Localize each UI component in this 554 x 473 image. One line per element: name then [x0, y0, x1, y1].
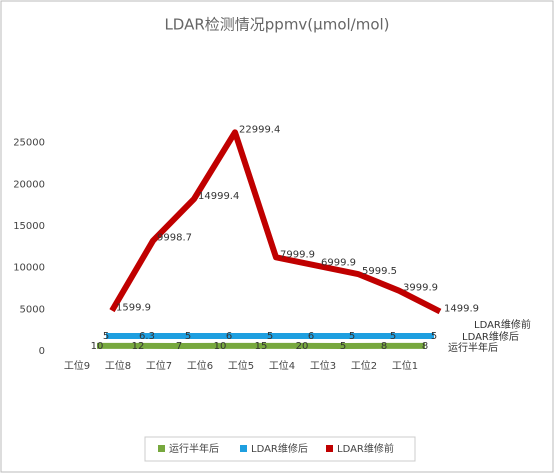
- x-tick-label: 工位7: [146, 359, 172, 372]
- series-name-label: 运行半年后: [448, 341, 498, 354]
- data-label: 5: [390, 331, 396, 342]
- data-label: 12: [132, 341, 145, 352]
- data-label: 3999.9: [403, 283, 438, 294]
- data-label: 6.3: [139, 331, 155, 342]
- y-tick-label: 20000: [13, 179, 45, 190]
- data-label: 5: [267, 331, 273, 342]
- x-tick-label: 工位2: [351, 359, 377, 372]
- data-label: 15: [255, 341, 268, 352]
- y-tick-label: 10000: [13, 263, 45, 274]
- x-tick-label: 工位4: [269, 359, 295, 372]
- x-tick-label: 工位8: [105, 359, 131, 372]
- legend-swatch: [240, 445, 247, 452]
- data-label: 20: [296, 341, 309, 352]
- data-label: 7999.9: [280, 249, 315, 260]
- data-label: 8: [381, 341, 387, 352]
- data-label: 5: [349, 331, 355, 342]
- data-label: 5999.5: [362, 266, 397, 277]
- legend-label: LDAR维修后: [251, 442, 308, 455]
- data-label: 6: [226, 331, 232, 342]
- data-label: 22999.4: [239, 124, 280, 135]
- x-tick-label: 工位6: [187, 359, 213, 372]
- series-line: [109, 129, 442, 315]
- legend-swatch: [326, 445, 333, 452]
- data-label: 10: [91, 341, 104, 352]
- data-label: 5: [340, 341, 346, 352]
- y-tick-label: 15000: [13, 221, 45, 232]
- data-label: 5: [103, 331, 109, 342]
- legend-box: [144, 436, 416, 462]
- chart-title: LDAR检测情况ppmv(μmol/mol): [164, 16, 389, 34]
- y-tick-label: 5000: [20, 304, 45, 315]
- legend-label: 运行半年后: [169, 442, 219, 455]
- series-name-label: LDAR维修后: [462, 330, 519, 343]
- data-label: 14999.4: [198, 191, 239, 202]
- x-tick-label: 工位3: [310, 359, 336, 372]
- data-label: 5: [431, 331, 437, 342]
- series-name-label: LDAR维修前: [474, 318, 531, 331]
- data-label: 6: [308, 331, 314, 342]
- x-tick-label: 工位5: [228, 359, 254, 372]
- data-label: 7: [176, 341, 182, 352]
- data-label: 8: [422, 341, 428, 352]
- data-label: 6999.9: [321, 258, 356, 269]
- legend-label: LDAR维修前: [337, 442, 394, 455]
- data-label: 9998.7: [157, 233, 192, 244]
- legend-swatch: [158, 445, 165, 452]
- x-tick-label: 工位9: [64, 359, 90, 372]
- y-tick-label: 0: [39, 346, 45, 357]
- data-label: 10: [214, 341, 227, 352]
- data-label: 1599.9: [116, 303, 151, 314]
- data-label: 1499.9: [444, 304, 479, 315]
- x-tick-label: 工位1: [392, 359, 418, 372]
- y-tick-label: 25000: [13, 138, 45, 149]
- data-label: 5: [185, 331, 191, 342]
